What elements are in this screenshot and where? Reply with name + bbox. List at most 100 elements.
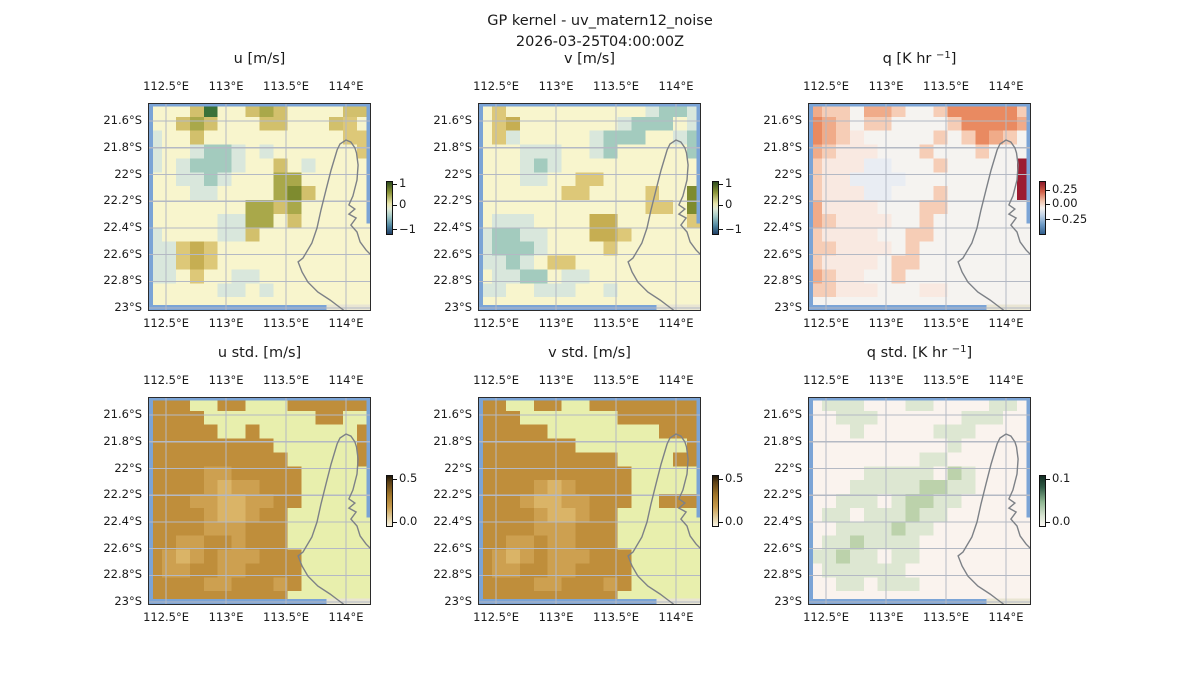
coastline	[627, 139, 701, 311]
map-u_std	[148, 397, 371, 605]
x-tick-label-top: 113.5°E	[923, 79, 969, 93]
colorbar-tick-mark	[393, 204, 397, 206]
y-tick-label: 22°S	[114, 460, 142, 475]
x-tick-label-top: 112.5°E	[143, 373, 190, 387]
y-tick-label: 21.6°S	[103, 407, 142, 422]
x-tick-label-bottom: 112.5°E	[473, 610, 520, 624]
y-tick-label: 22.2°S	[763, 487, 802, 502]
colorbar-tick-label: 0.5	[725, 471, 744, 485]
panel-title-text: u std. [m/s]	[217, 345, 302, 361]
y-tick-label: 23°S	[114, 594, 142, 609]
colorbar-tick-mark	[719, 229, 723, 231]
y-tick-label: 22.2°S	[103, 193, 142, 208]
x-tick-label-bottom: 112.5°E	[803, 610, 850, 624]
axes-border	[148, 397, 371, 605]
y-tick-label: 22.8°S	[103, 567, 142, 582]
y-tick-label: 22.8°S	[103, 273, 142, 288]
x-tick-label-top: 112.5°E	[803, 373, 850, 387]
y-tick-label: 22.4°S	[763, 514, 802, 528]
y-tick-label: 22.4°S	[433, 220, 472, 234]
axes-border	[478, 397, 701, 605]
colorbar-tick-label: −0.25	[1052, 211, 1088, 226]
y-tick-label: 22.6°S	[433, 540, 472, 555]
x-tick-label-top: 114°E	[658, 79, 694, 93]
map-v_std	[478, 397, 701, 605]
x-tick-label-bottom: 113°E	[538, 316, 574, 330]
panel-title-superscript: −1	[935, 50, 951, 61]
x-tick-label-bottom: 113.5°E	[593, 316, 639, 330]
x-tick-label-bottom: 114°E	[328, 316, 364, 330]
x-tick-label-top: 114°E	[328, 373, 364, 387]
y-tick-label: 22.8°S	[763, 567, 802, 582]
y-tick-label: 23°S	[774, 594, 802, 609]
y-tick-label: 22.8°S	[763, 273, 802, 288]
x-tick-label-top: 113°E	[538, 373, 574, 387]
coastline	[297, 139, 371, 311]
panel-title-text: u [m/s]	[233, 51, 286, 67]
coastline	[957, 139, 1031, 311]
y-tick-label: 22.4°S	[103, 220, 142, 234]
colorbar-tick-mark	[393, 229, 397, 231]
y-tick-label: 23°S	[444, 300, 472, 315]
colorbar-tick-mark	[393, 521, 397, 523]
y-tick-label: 22.8°S	[433, 273, 472, 288]
x-tick-label-top: 112.5°E	[803, 79, 850, 93]
colorbar-tick-label: 0.1	[1052, 471, 1071, 485]
x-tick-label-bottom: 112.5°E	[473, 316, 520, 330]
colorbar-tick-mark	[719, 183, 723, 185]
x-tick-label-bottom: 112.5°E	[803, 316, 850, 330]
x-tick-label-top: 112.5°E	[143, 79, 190, 93]
y-tick-label: 21.8°S	[433, 139, 472, 154]
y-tick-label: 23°S	[114, 300, 142, 315]
x-tick-label-bottom: 114°E	[988, 316, 1024, 330]
x-tick-label-top: 114°E	[988, 373, 1024, 387]
panel-title-q_std: q std. [K hr −1]	[748, 344, 1091, 361]
y-tick-label: 21.6°S	[103, 113, 142, 128]
y-tick-label: 22.8°S	[433, 567, 472, 582]
graticule	[808, 397, 1031, 605]
colorbar-tick-mark	[1046, 478, 1050, 480]
x-tick-label-top: 113.5°E	[263, 373, 309, 387]
coastline	[957, 433, 1031, 605]
panel-title-v_std: v std. [m/s]	[418, 345, 761, 361]
x-tick-label-bottom: 113.5°E	[593, 610, 639, 624]
panel-title-u_std: u std. [m/s]	[88, 345, 431, 361]
x-tick-label-bottom: 113°E	[208, 316, 244, 330]
y-tick-label: 22.6°S	[763, 246, 802, 261]
y-tick-label: 22.4°S	[103, 514, 142, 528]
panel-title-text: q [K hr	[882, 51, 936, 67]
axes-border	[808, 397, 1031, 605]
x-tick-label-bottom: 113.5°E	[923, 610, 969, 624]
graticule	[148, 103, 371, 311]
x-tick-label-top: 114°E	[658, 373, 694, 387]
colorbar-tick-mark	[1046, 521, 1050, 523]
panel-title-text: q std. [K hr	[866, 345, 952, 361]
y-tick-label: 21.8°S	[103, 433, 142, 448]
colorbar-tick-mark	[1046, 219, 1050, 221]
colorbar-tick-mark	[1046, 203, 1050, 205]
colorbar-tick-label: 0.0	[399, 514, 418, 528]
colorbar-tick-mark	[393, 478, 397, 480]
y-tick-label: 22°S	[774, 460, 802, 475]
x-tick-label-bottom: 114°E	[988, 610, 1024, 624]
y-tick-label: 22°S	[114, 166, 142, 181]
x-tick-label-bottom: 112.5°E	[143, 610, 190, 624]
colorbar-tick-mark	[719, 478, 723, 480]
colorbar-tick-label: 0.25	[1052, 182, 1078, 197]
x-tick-label-top: 113.5°E	[263, 79, 309, 93]
x-tick-label-top: 113.5°E	[593, 79, 639, 93]
x-tick-label-top: 114°E	[328, 79, 364, 93]
y-tick-label: 22.4°S	[433, 514, 472, 528]
y-tick-label: 22°S	[444, 166, 472, 181]
y-tick-label: 21.8°S	[763, 139, 802, 154]
x-tick-label-bottom: 113°E	[868, 316, 904, 330]
colorbar-tick-label: 0	[725, 197, 733, 212]
y-tick-label: 21.6°S	[433, 407, 472, 422]
colorbar-tick-label: 0	[399, 197, 407, 212]
panel-title-q: q [K hr −1]	[748, 50, 1091, 67]
colorbar-tick-label: 0.00	[1052, 196, 1078, 211]
y-tick-label: 22.6°S	[763, 540, 802, 555]
colorbar-tick-mark	[1046, 189, 1050, 191]
colorbar-tick-label: 1	[399, 176, 407, 191]
